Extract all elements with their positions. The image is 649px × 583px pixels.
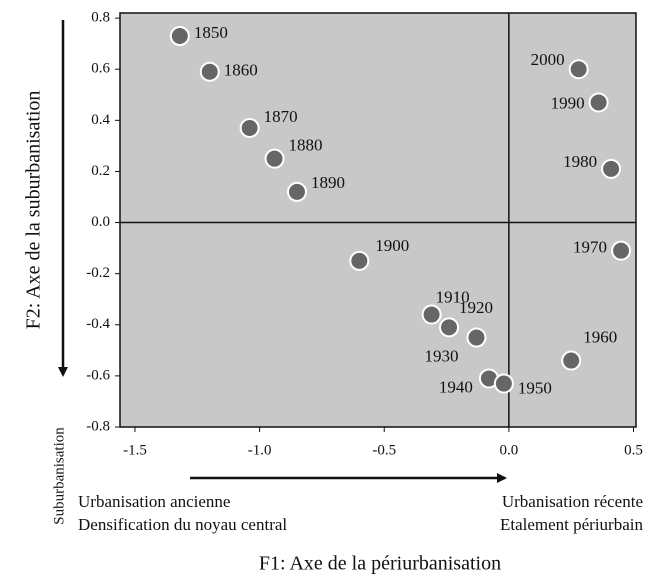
annotation: Suburbanisation bbox=[51, 427, 67, 525]
point bbox=[169, 26, 190, 46]
point bbox=[199, 61, 220, 82]
point bbox=[611, 240, 632, 261]
point-label: 1910 bbox=[436, 287, 470, 306]
point bbox=[349, 250, 370, 271]
point-label: 2000 bbox=[531, 50, 565, 69]
y-tick-label: 0.8 bbox=[91, 10, 110, 26]
point-label: 1930 bbox=[424, 346, 458, 365]
x-tick-label: 0.5 bbox=[624, 442, 643, 458]
x-tick-label: -1.0 bbox=[248, 442, 272, 458]
y-tick-label: -0.6 bbox=[86, 367, 110, 383]
annotation: Urbanisation ancienne bbox=[78, 492, 230, 511]
point bbox=[264, 148, 285, 169]
point bbox=[421, 304, 442, 325]
y-tick-label: -0.4 bbox=[86, 316, 110, 332]
point-label: 1850 bbox=[194, 23, 228, 42]
point bbox=[466, 327, 487, 348]
y-tick-label: -0.2 bbox=[86, 265, 110, 281]
y-tick-label: -0.8 bbox=[86, 418, 110, 434]
y-tick-label: 0.0 bbox=[91, 214, 110, 230]
point-label: 1860 bbox=[224, 61, 258, 80]
point-label: 1880 bbox=[289, 136, 323, 155]
point-label: 1900 bbox=[375, 236, 409, 255]
point bbox=[601, 158, 622, 179]
x-axis-title: F1: Axe de la périurbanisation bbox=[259, 553, 501, 575]
point-label: 1870 bbox=[264, 107, 298, 126]
point bbox=[493, 373, 514, 394]
annotation: Etalement périurbain bbox=[500, 515, 644, 534]
point bbox=[568, 59, 589, 80]
y-tick-label: 0.2 bbox=[91, 163, 110, 179]
y-tick-label: 0.6 bbox=[91, 61, 110, 77]
point bbox=[286, 181, 307, 202]
point-label: 1940 bbox=[439, 377, 473, 396]
y-tick-label: 0.4 bbox=[91, 112, 110, 128]
point bbox=[239, 118, 260, 138]
x-tick-label: 0.0 bbox=[499, 442, 518, 458]
annotation: Densification du noyau central bbox=[78, 515, 287, 534]
point-label: 1960 bbox=[583, 327, 617, 346]
annotation: Urbanisation récente bbox=[502, 492, 643, 511]
point-label: 1890 bbox=[311, 173, 345, 192]
y-axis-title: F2: Axe de la suburbanisation bbox=[23, 91, 45, 330]
point-label: 1950 bbox=[518, 378, 552, 397]
point bbox=[588, 92, 609, 113]
point bbox=[439, 317, 460, 338]
point-label: 1920 bbox=[459, 298, 493, 317]
plot-area bbox=[119, 12, 637, 428]
x-tick-label: -1.5 bbox=[123, 442, 147, 458]
point-label: 1970 bbox=[573, 238, 607, 257]
x-tick-label: -0.5 bbox=[372, 442, 396, 458]
point bbox=[561, 350, 582, 371]
point-label: 1980 bbox=[563, 152, 597, 171]
point-label: 1990 bbox=[551, 93, 585, 112]
